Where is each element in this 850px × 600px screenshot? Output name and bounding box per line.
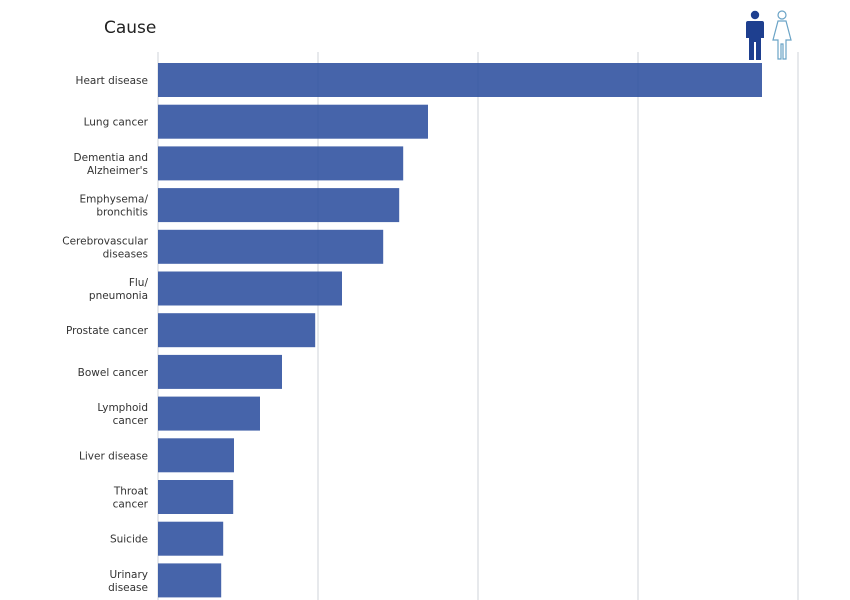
gridlines bbox=[157, 52, 799, 600]
bar[interactable] bbox=[158, 188, 400, 223]
category-label: Emphysema/bronchitis bbox=[79, 194, 148, 219]
category-label: Suicide bbox=[110, 534, 148, 546]
bar[interactable] bbox=[158, 521, 224, 556]
bar[interactable] bbox=[158, 229, 384, 264]
category-label: Dementia and Alzheimer's bbox=[74, 152, 148, 177]
category-label: Cerebrovascular diseases bbox=[62, 235, 148, 260]
category-label: Prostate cancer bbox=[66, 325, 149, 337]
bar[interactable] bbox=[158, 438, 234, 473]
category-label: Heart disease bbox=[76, 75, 148, 87]
bar[interactable] bbox=[158, 63, 762, 97]
category-labels: Heart disease Lung cancer Dementia and Alzh… bbox=[62, 75, 148, 594]
bar[interactable] bbox=[158, 396, 260, 431]
bar[interactable] bbox=[158, 480, 234, 514]
category-axis-title: Cause bbox=[104, 18, 157, 38]
female-toggle[interactable] bbox=[770, 10, 794, 62]
bars bbox=[158, 63, 762, 598]
category-label: Lung cancer bbox=[84, 117, 149, 129]
category-label: Bowel cancer bbox=[78, 367, 149, 379]
bar[interactable] bbox=[158, 354, 282, 389]
category-label: Throat cancer bbox=[113, 486, 149, 511]
bar[interactable] bbox=[158, 271, 342, 306]
bar[interactable] bbox=[158, 313, 316, 348]
bar[interactable] bbox=[158, 104, 428, 139]
female-figure-icon bbox=[772, 10, 792, 60]
category-label: Flu/pneumonia bbox=[89, 277, 149, 302]
bar[interactable] bbox=[158, 563, 222, 598]
category-label: Lymphoid cancer bbox=[97, 402, 148, 427]
category-label: Urinary disease bbox=[108, 569, 148, 594]
male-toggle[interactable] bbox=[743, 10, 767, 62]
category-label: Liver disease bbox=[79, 450, 148, 462]
male-figure-icon bbox=[746, 10, 764, 60]
bar[interactable] bbox=[158, 146, 404, 181]
